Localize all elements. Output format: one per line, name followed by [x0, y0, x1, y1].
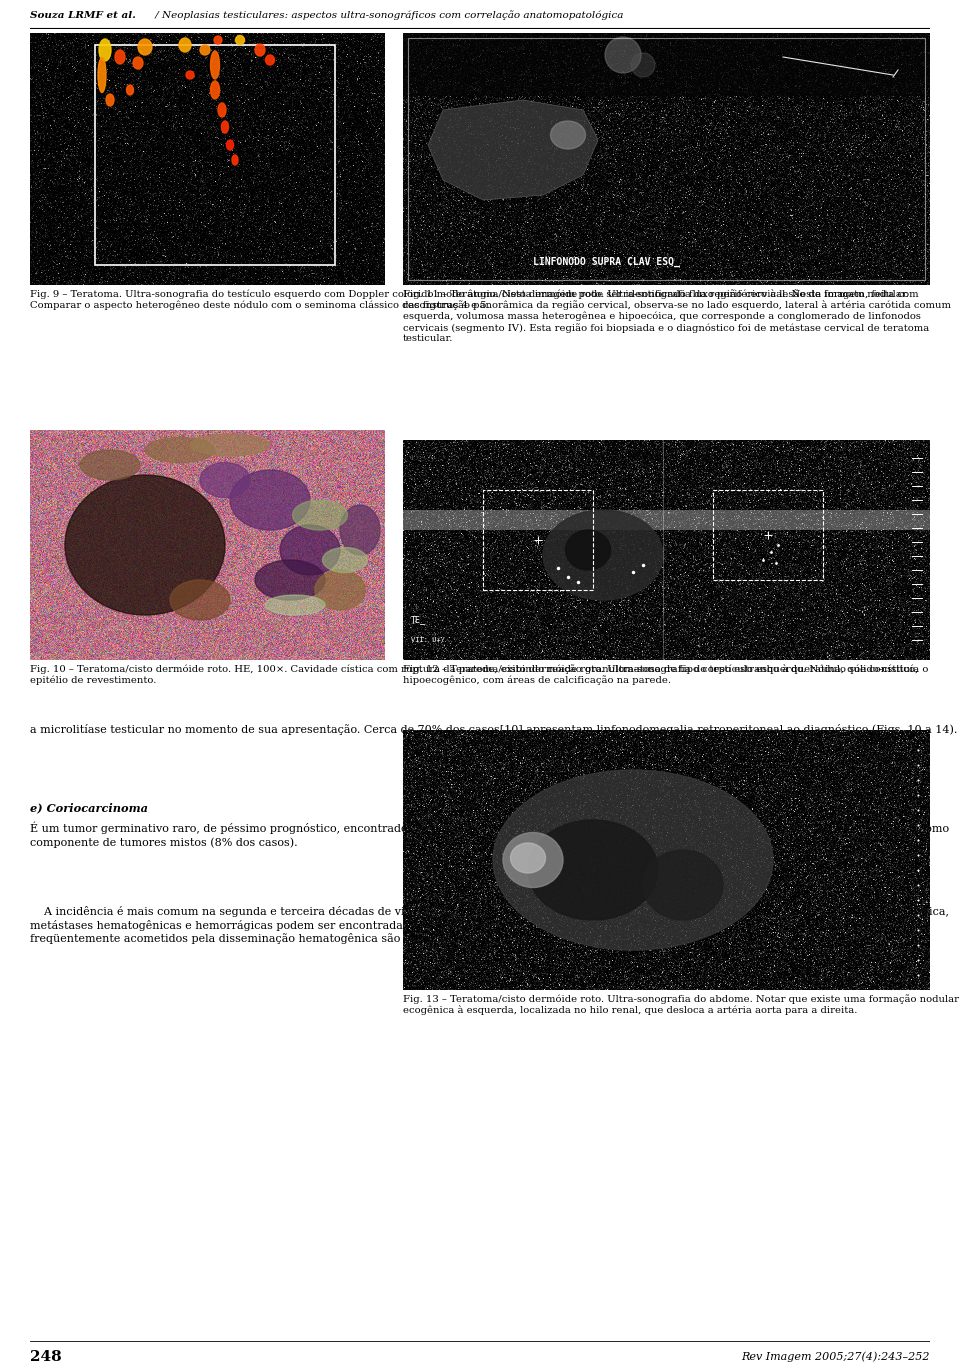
Ellipse shape: [265, 595, 325, 615]
Text: 248: 248: [30, 1349, 61, 1365]
Bar: [483, 490, 593, 590]
Text: LINFONODO SUPRA CLAV ESQ_: LINFONODO SUPRA CLAV ESQ_: [533, 256, 680, 267]
Ellipse shape: [170, 580, 230, 621]
Ellipse shape: [106, 95, 114, 105]
Text: Rev Imagem 2005;27(4):243–252: Rev Imagem 2005;27(4):243–252: [741, 1352, 930, 1362]
Ellipse shape: [255, 560, 325, 600]
Ellipse shape: [227, 140, 233, 149]
Ellipse shape: [222, 121, 228, 133]
Ellipse shape: [232, 155, 238, 164]
Ellipse shape: [98, 58, 106, 93]
Polygon shape: [403, 510, 930, 530]
Ellipse shape: [138, 38, 152, 55]
Bar: [403, 33, 930, 95]
Polygon shape: [428, 100, 598, 200]
Ellipse shape: [315, 570, 365, 610]
Ellipse shape: [210, 51, 220, 79]
Text: Fig. 9 – Teratoma. Ultra-sonografia do testículo esquerdo com Doppler colorido m: Fig. 9 – Teratoma. Ultra-sonografia do t…: [30, 289, 908, 310]
Ellipse shape: [503, 833, 563, 888]
Ellipse shape: [115, 49, 125, 64]
Text: Souza LRMF et al.: Souza LRMF et al.: [30, 11, 136, 19]
Ellipse shape: [65, 475, 225, 615]
Ellipse shape: [200, 463, 250, 497]
Ellipse shape: [133, 58, 143, 68]
Text: TE_: TE_: [411, 615, 426, 623]
Ellipse shape: [550, 121, 586, 149]
Ellipse shape: [643, 849, 723, 921]
Text: e) Coriocarcinoma: e) Coriocarcinoma: [30, 801, 148, 812]
Ellipse shape: [528, 821, 658, 921]
Ellipse shape: [323, 548, 368, 573]
Ellipse shape: [230, 470, 310, 530]
Bar: [713, 490, 823, 580]
Text: Fig. 12 – Teratoma/cisto dermóide roto. Ultra-sonografia do testículo esquerdo. : Fig. 12 – Teratoma/cisto dermóide roto. …: [403, 664, 919, 685]
Bar: [95, 45, 335, 264]
Ellipse shape: [200, 45, 210, 55]
Ellipse shape: [179, 38, 191, 52]
Ellipse shape: [145, 437, 215, 463]
Ellipse shape: [99, 38, 111, 62]
Text: Fig. 11 – Teratoma/cisto dermóide roto. Ultra-sonografia da região cervical. Nes: Fig. 11 – Teratoma/cisto dermóide roto. …: [403, 289, 951, 342]
Ellipse shape: [266, 55, 275, 64]
Ellipse shape: [543, 510, 663, 600]
Circle shape: [631, 53, 655, 77]
Ellipse shape: [280, 525, 340, 575]
Text: A incidência é mais comum na segunda e terceira décadas de vida, e em face da su: A incidência é mais comum na segunda e t…: [30, 906, 949, 944]
Text: VII: U+/: VII: U+/: [411, 637, 445, 643]
Ellipse shape: [340, 506, 380, 555]
Text: Fig. 13 – Teratoma/cisto dermóide roto. Ultra-sonografia do abdome. Notar que ex: Fig. 13 – Teratoma/cisto dermóide roto. …: [403, 995, 959, 1015]
Ellipse shape: [186, 71, 194, 79]
Ellipse shape: [80, 449, 140, 479]
Ellipse shape: [565, 530, 611, 570]
Ellipse shape: [127, 85, 133, 95]
Text: É um tumor germinativo raro, de péssimo prognóstico, encontrado em sua forma pur: É um tumor germinativo raro, de péssimo …: [30, 822, 949, 848]
Ellipse shape: [293, 500, 348, 530]
Circle shape: [605, 37, 641, 73]
Ellipse shape: [218, 103, 226, 116]
Ellipse shape: [255, 44, 265, 56]
Text: / Neoplasias testiculares: aspectos ultra-sonográficos com correlação anatomopat: / Neoplasias testiculares: aspectos ultr…: [152, 10, 623, 21]
Ellipse shape: [493, 770, 773, 949]
Ellipse shape: [210, 81, 220, 99]
Text: Fig. 10 – Teratoma/cisto dermóide roto. HE, 100×. Cavidade cística com ruptura d: Fig. 10 – Teratoma/cisto dermóide roto. …: [30, 664, 928, 685]
Ellipse shape: [235, 36, 245, 44]
Ellipse shape: [214, 36, 222, 44]
Ellipse shape: [190, 434, 270, 456]
Text: a microlitíase testicular no momento de sua apresentação. Cerca de 70% dos casos: a microlitíase testicular no momento de …: [30, 723, 957, 734]
Ellipse shape: [511, 843, 545, 873]
